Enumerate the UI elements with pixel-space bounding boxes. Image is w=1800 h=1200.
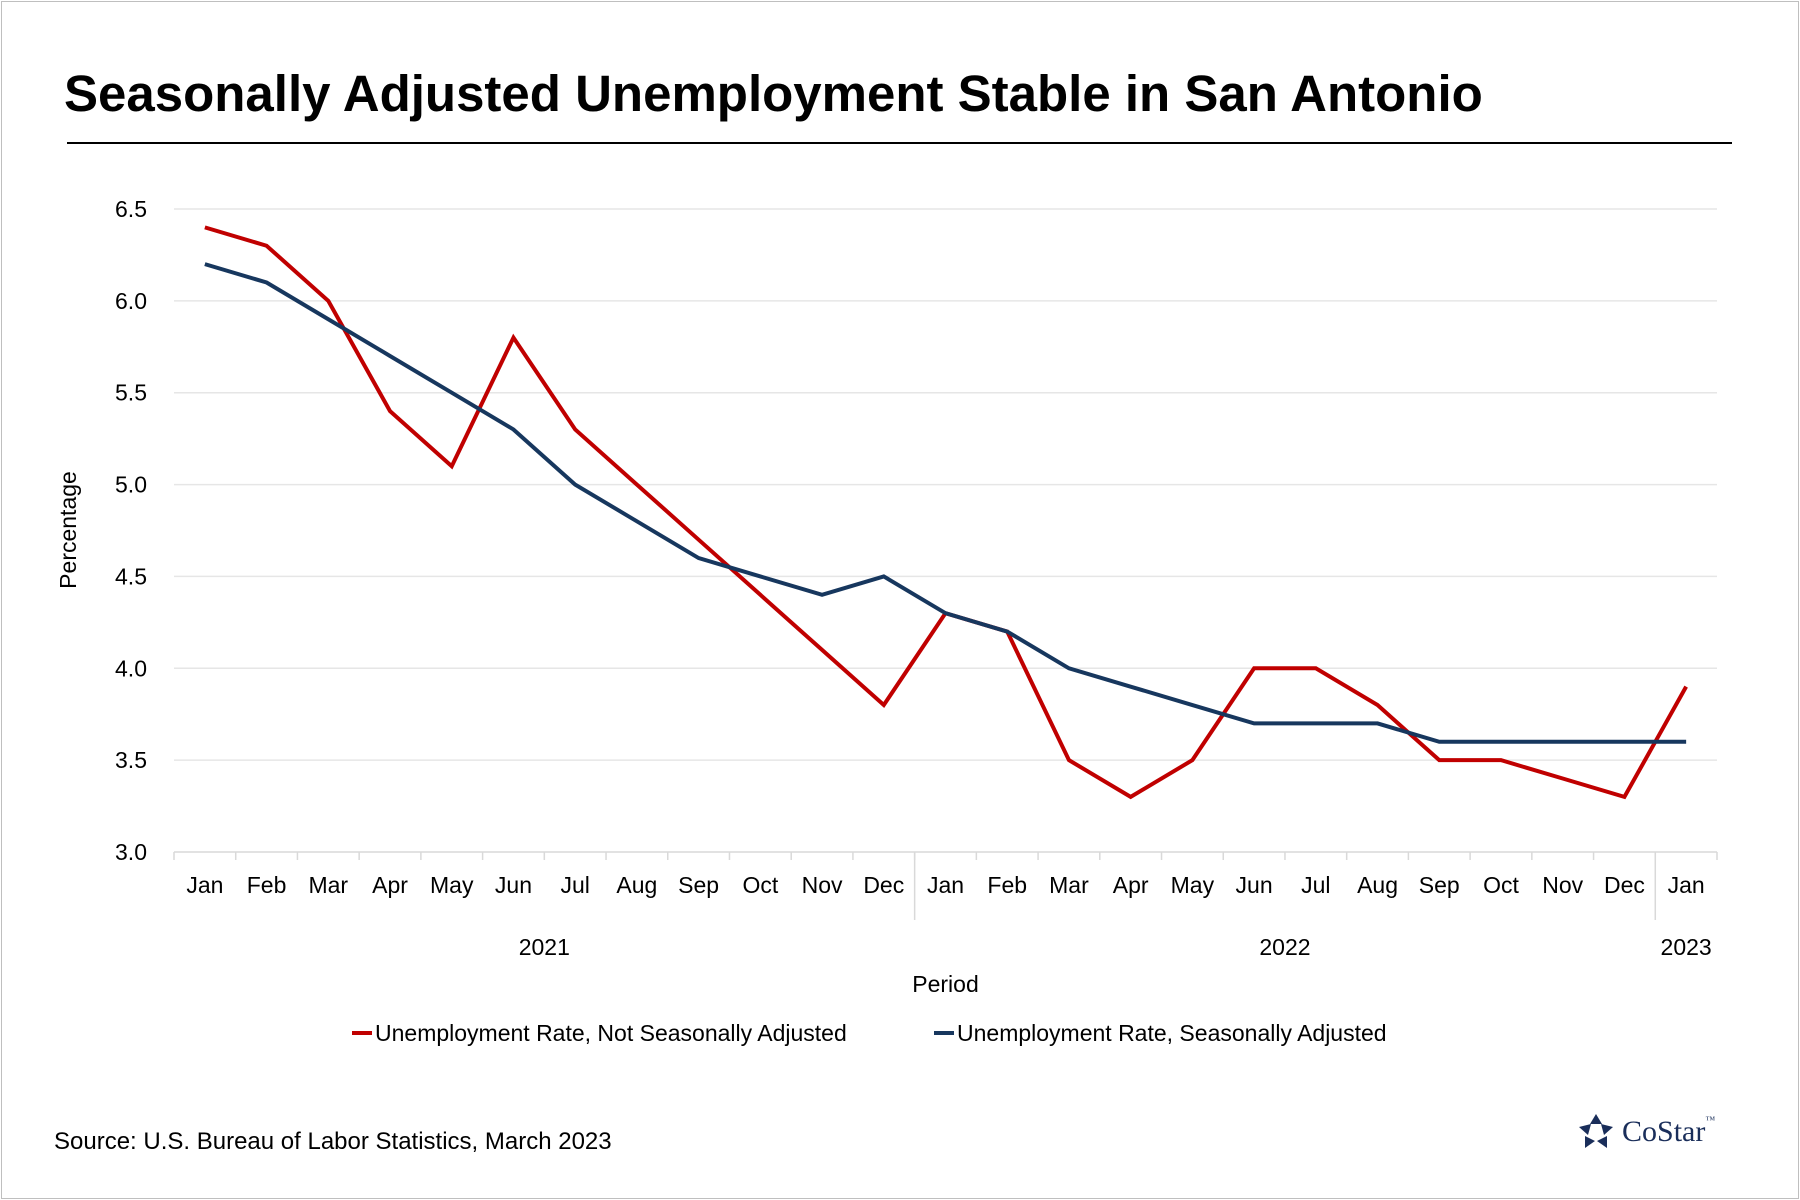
x-tick-label: Oct	[1483, 872, 1519, 898]
source-note: Source: U.S. Bureau of Labor Statistics,…	[54, 1128, 612, 1155]
x-tick-label: Apr	[1113, 872, 1149, 898]
y-tick-label: 3.0	[115, 839, 147, 865]
series-line-not-seasonally-adjusted	[204, 225, 1688, 800]
x-axis-title: Period	[912, 971, 978, 997]
x-tick-label: Sep	[678, 872, 719, 898]
x-tick-label: Aug	[616, 872, 657, 898]
costar-logo: CoStar™	[1576, 1112, 1715, 1152]
y-tick-label: 6.5	[115, 196, 147, 222]
x-tick-label: Jan	[186, 872, 223, 898]
year-label: 2023	[1661, 934, 1712, 960]
x-tick-label: Jun	[1236, 872, 1273, 898]
x-tick-label: May	[1171, 872, 1215, 898]
y-tick-label: 6.0	[115, 288, 147, 314]
x-tick-label: May	[430, 872, 474, 898]
logo-text: CoStar™	[1622, 1115, 1716, 1148]
y-tick-label: 5.0	[115, 472, 147, 498]
x-tick-label: Dec	[863, 872, 904, 898]
x-tick-label: Aug	[1357, 872, 1398, 898]
x-tick-label: Dec	[1604, 872, 1645, 898]
chart-title: Seasonally Adjusted Unemployment Stable …	[64, 65, 1483, 122]
x-tick-label: Sep	[1419, 872, 1460, 898]
x-tick-label: Mar	[308, 872, 348, 898]
year-label: 2022	[1259, 934, 1310, 960]
x-tick-label: Jun	[495, 872, 532, 898]
x-tick-label: Oct	[742, 872, 778, 898]
legend-label: Unemployment Rate, Not Seasonally Adjust…	[375, 1020, 847, 1046]
legend-label: Unemployment Rate, Seasonally Adjusted	[957, 1020, 1387, 1046]
x-tick-label: Jul	[1301, 872, 1330, 898]
y-tick-label: 3.5	[115, 747, 147, 773]
series-line-seasonally-adjusted	[204, 262, 1687, 744]
x-tick-label: Mar	[1049, 872, 1089, 898]
title-rule	[67, 142, 1732, 144]
x-tick-label: Feb	[987, 872, 1027, 898]
x-tick-label: Nov	[1542, 872, 1583, 898]
x-tick-label: Jan	[1668, 872, 1705, 898]
x-tick-label: Feb	[247, 872, 287, 898]
x-tick-label: Apr	[372, 872, 408, 898]
year-label: 2021	[519, 934, 570, 960]
x-tick-label: Jul	[560, 872, 589, 898]
x-tick-label: Nov	[802, 872, 843, 898]
y-tick-label: 4.5	[115, 563, 147, 589]
costar-star-icon	[1579, 1114, 1613, 1148]
y-tick-label: 4.0	[115, 655, 147, 681]
x-tick-label: Jan	[927, 872, 964, 898]
y-tick-label: 5.5	[115, 380, 147, 406]
y-axis-title: Percentage	[55, 471, 81, 589]
